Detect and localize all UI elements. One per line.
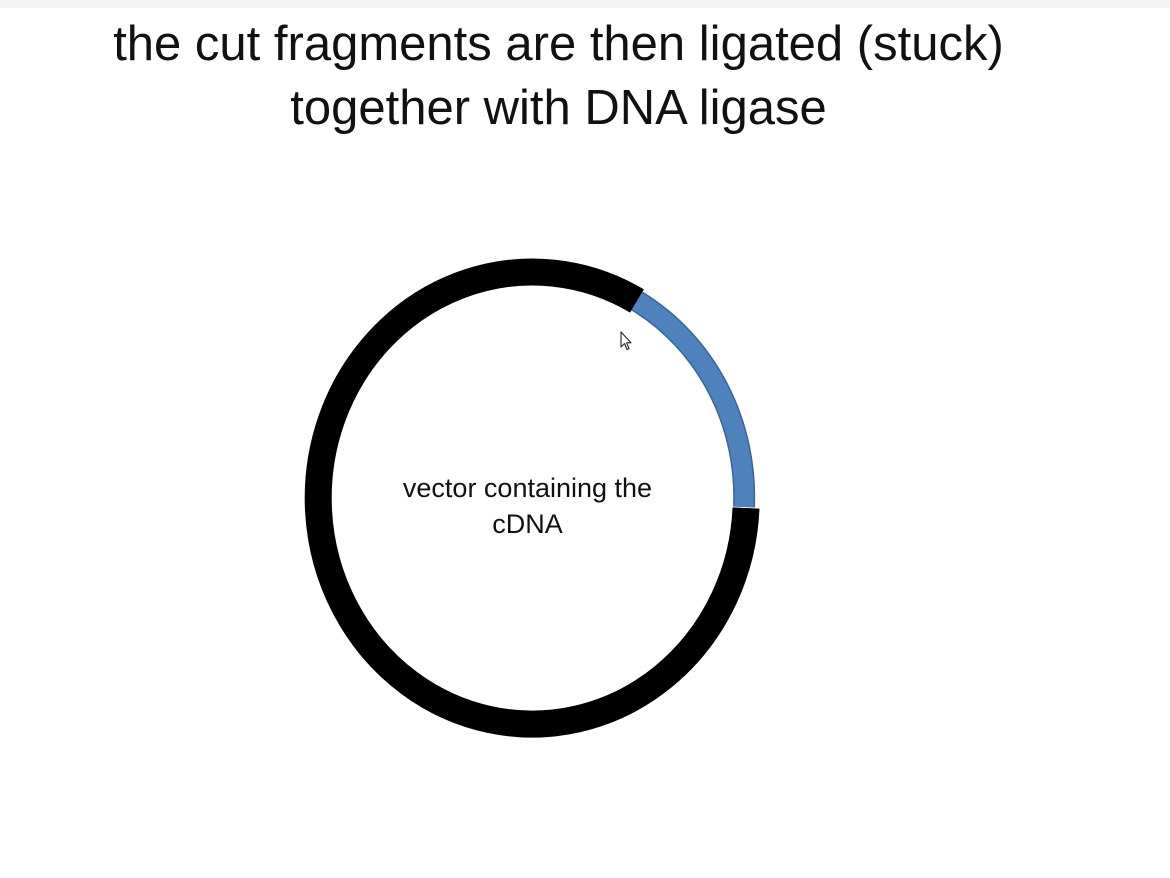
plasmid-backbone-ring bbox=[304, 258, 760, 738]
mouse-pointer-icon bbox=[620, 331, 632, 351]
plasmid-label-line-1: vector containing the bbox=[402, 473, 653, 503]
slide-title: the cut fragments are then ligated (stuc… bbox=[0, 12, 1117, 140]
slide-title-line-2: together with DNA ligase bbox=[290, 81, 827, 135]
top-strip bbox=[0, 0, 1170, 8]
cdna-insert-segment bbox=[632, 292, 754, 508]
slide-title-line-1: the cut fragments are then ligated (stuc… bbox=[113, 17, 1004, 71]
plasmid-label-line-2: cDNA bbox=[492, 509, 563, 539]
plasmid-label: vector containing the cDNA bbox=[370, 470, 685, 542]
